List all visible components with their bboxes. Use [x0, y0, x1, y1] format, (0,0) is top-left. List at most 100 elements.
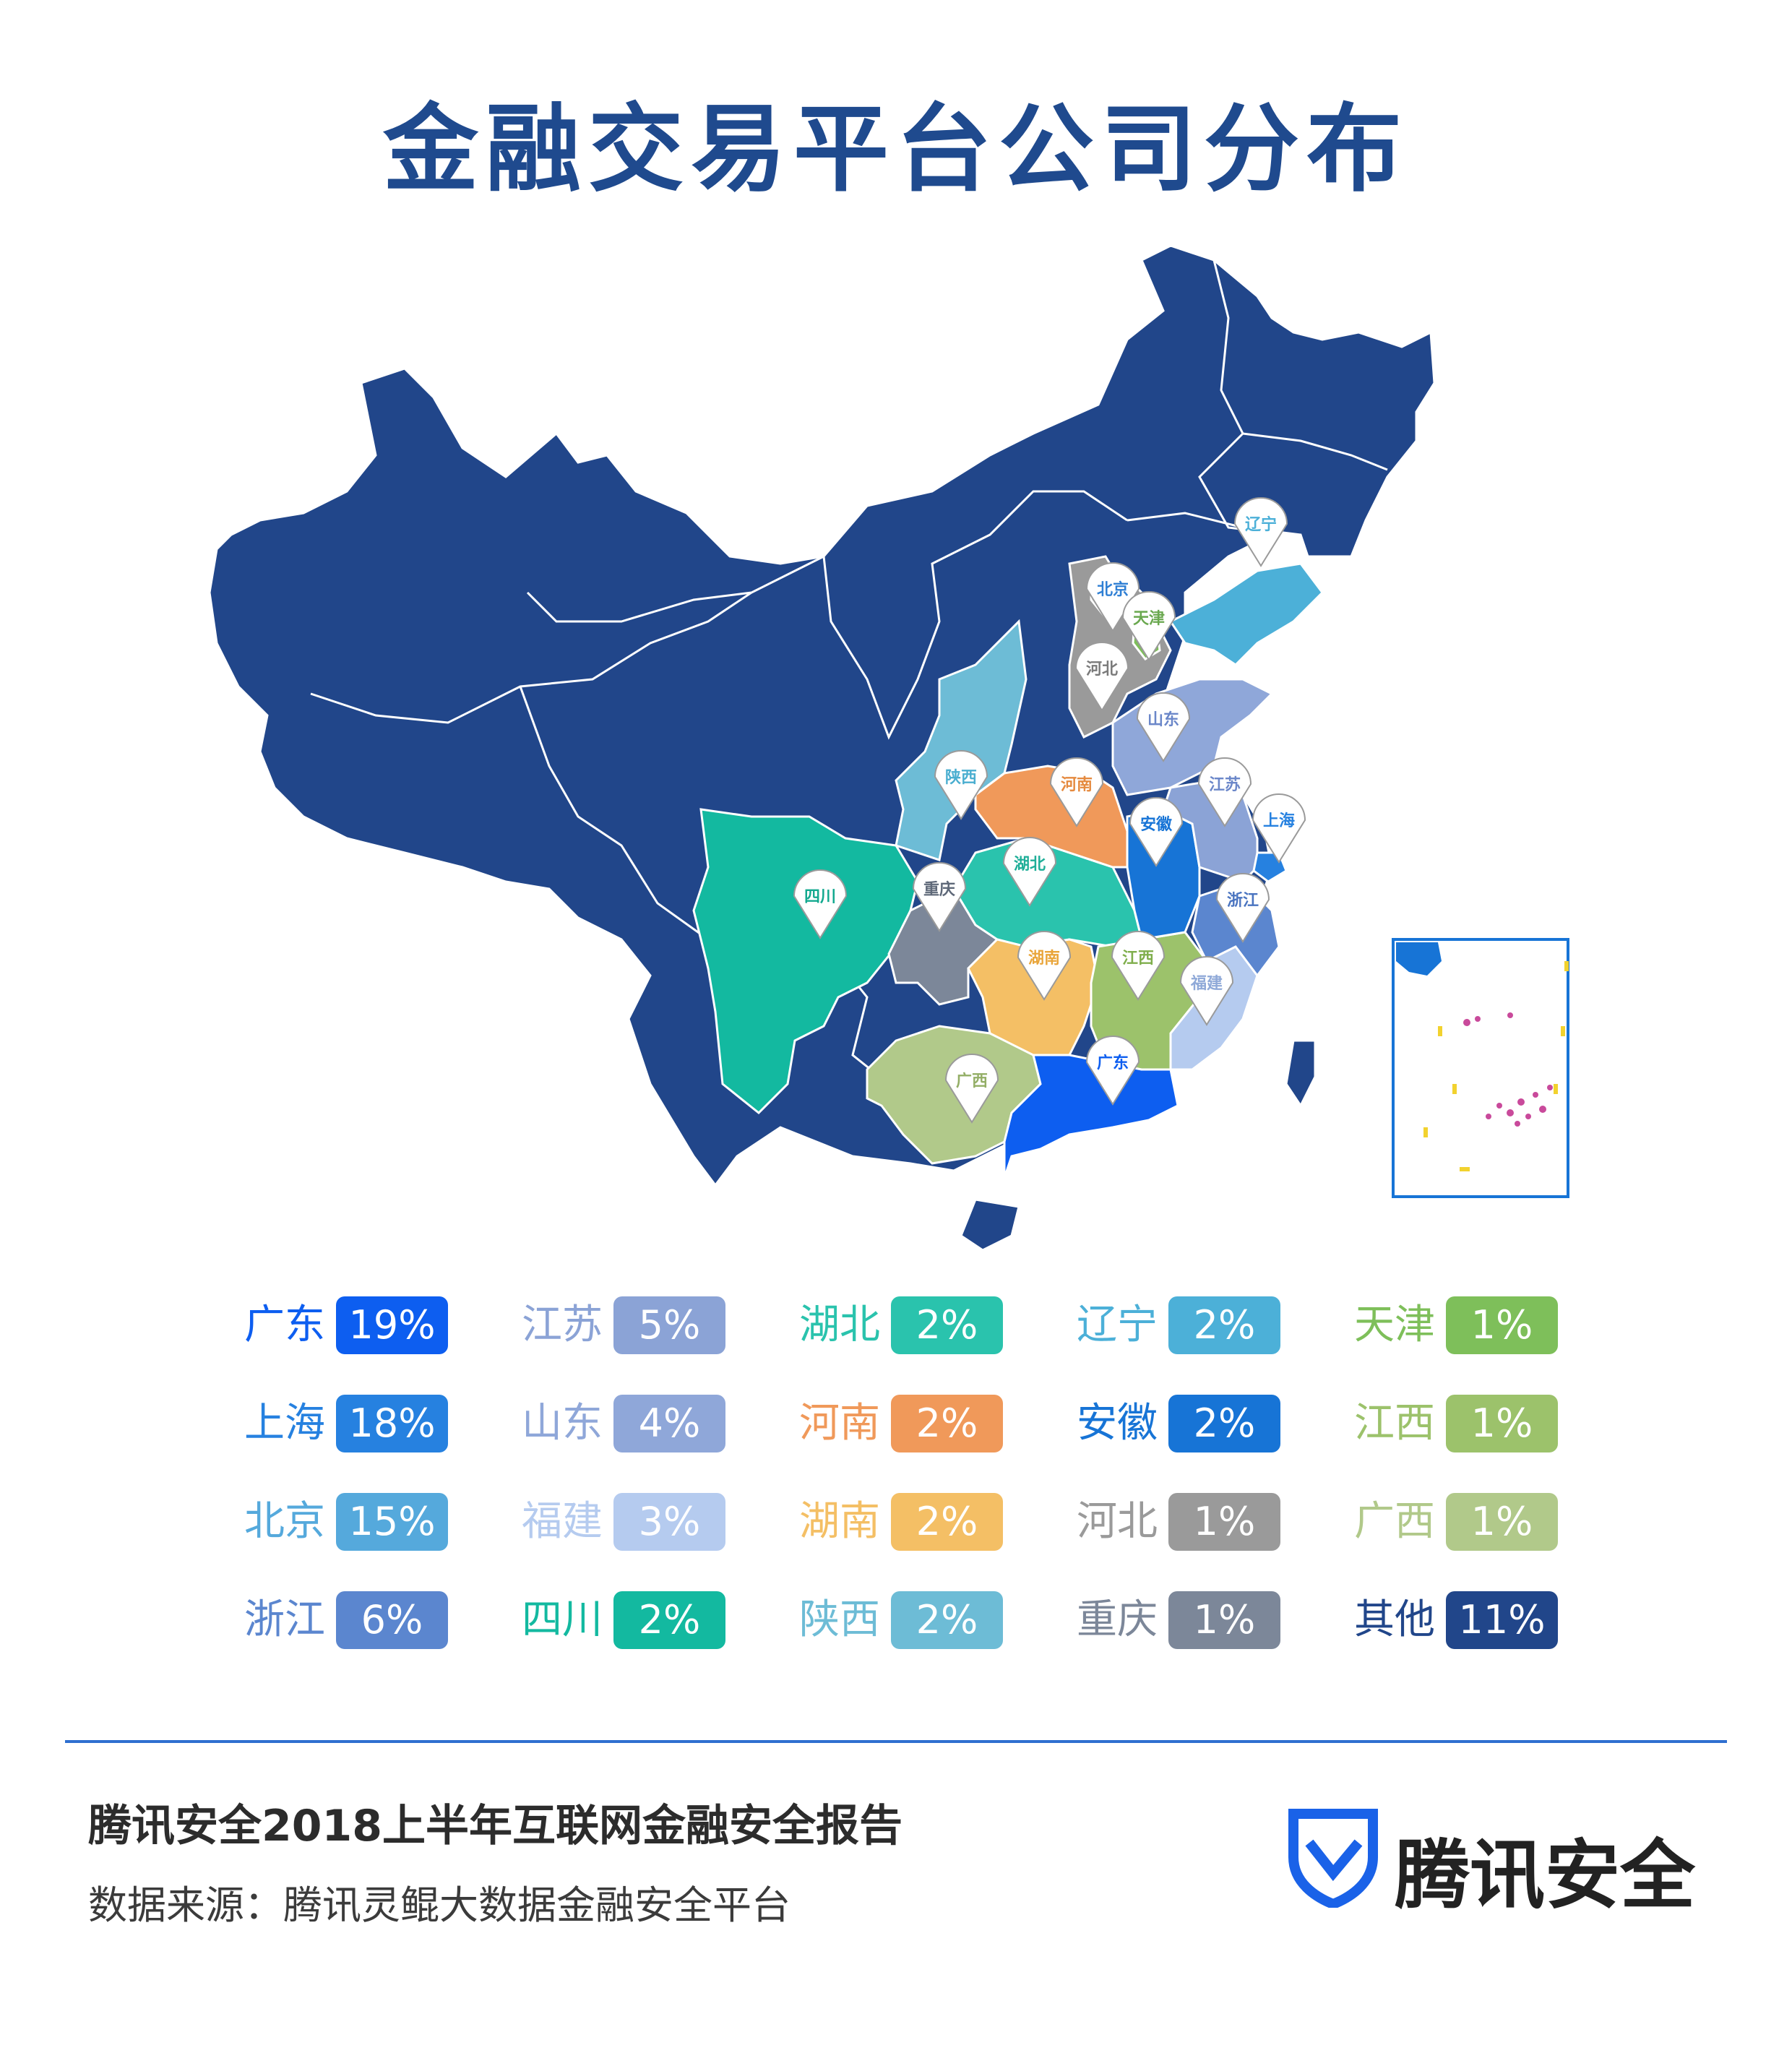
region-liaoning [1168, 562, 1324, 666]
legend-item-name: 湖北 [799, 1301, 880, 1348]
legend-item: 天津 1% [1341, 1294, 1572, 1357]
legend-item-name: 河南 [799, 1400, 880, 1447]
legend-item-percent: 2% [613, 1591, 725, 1649]
inset-boundary-dashes [1423, 961, 1569, 1171]
legend-item-name: 山东 [522, 1400, 603, 1447]
legend-item-name: 福建 [522, 1498, 603, 1545]
data-source: 数据来源：腾讯灵鲲大数据金融安全平台 [88, 1882, 791, 1928]
map-pin: 上海 [1252, 793, 1306, 864]
map-pin: 北京 [1085, 562, 1140, 632]
legend-item-percent: 2% [1168, 1296, 1280, 1354]
legend: 广东 19% 江苏 5% 湖北 2% 辽宁 2% 天津 1% 上海 18% 山东 4% 河南 2% 安徽 2% 江西… [231, 1294, 1590, 1684]
legend-item-percent: 2% [891, 1591, 1003, 1649]
legend-item: 江苏 5% [509, 1294, 740, 1357]
map-pin-label: 江苏 [1209, 775, 1241, 794]
legend-item: 四川 2% [509, 1588, 740, 1652]
legend-item-percent: 15% [336, 1493, 448, 1551]
legend-item-percent: 2% [891, 1395, 1003, 1452]
legend-item-name: 辽宁 [1077, 1301, 1158, 1348]
legend-item-percent: 18% [336, 1395, 448, 1452]
legend-item-name: 其他 [1354, 1596, 1435, 1643]
map-pin: 安徽 [1129, 797, 1184, 867]
legend-item-percent: 11% [1446, 1591, 1558, 1649]
map-pin-label: 浙江 [1227, 892, 1259, 910]
legend-item-name: 上海 [244, 1400, 325, 1447]
map-pin-label: 河南 [1061, 776, 1093, 794]
legend-item: 江西 1% [1341, 1392, 1572, 1455]
legend-item-percent: 5% [613, 1296, 725, 1354]
legend-item: 上海 18% [231, 1392, 462, 1455]
map-pin: 陕西 [934, 750, 988, 820]
legend-item: 其他 11% [1341, 1588, 1572, 1652]
legend-item-name: 陕西 [799, 1596, 880, 1643]
map-pin: 广东 [1085, 1036, 1140, 1106]
region-shaanxi [895, 619, 1028, 861]
legend-item-percent: 1% [1446, 1395, 1558, 1452]
map-pin-label: 陕西 [945, 769, 977, 787]
legend-item: 重庆 1% [1064, 1588, 1295, 1652]
legend-item-name: 天津 [1354, 1301, 1435, 1348]
legend-item: 北京 15% [231, 1490, 462, 1554]
map-pin: 江西 [1111, 931, 1166, 1001]
legend-item: 山东 4% [509, 1392, 740, 1455]
legend-item: 浙江 6% [231, 1588, 462, 1652]
legend-item-percent: 1% [1446, 1493, 1558, 1551]
brand-logo: 腾讯安全 [1286, 1807, 1695, 1919]
legend-item-percent: 1% [1168, 1591, 1280, 1649]
inset-land [1396, 942, 1442, 976]
map-pin: 福建 [1179, 956, 1234, 1026]
legend-item-name: 江苏 [522, 1301, 603, 1348]
legend-item-percent: 19% [336, 1296, 448, 1354]
map-pin: 辽宁 [1233, 497, 1288, 567]
legend-item: 辽宁 2% [1064, 1294, 1295, 1357]
legend-item: 福建 3% [509, 1490, 740, 1554]
map-pin-label: 河北 [1086, 660, 1118, 679]
map-pin-label: 湖北 [1014, 856, 1046, 874]
region-taiwan [1285, 1039, 1317, 1108]
map-pin: 山东 [1136, 692, 1191, 762]
legend-item-name: 浙江 [244, 1596, 325, 1643]
legend-item: 广西 1% [1341, 1490, 1572, 1554]
legend-item-name: 湖南 [799, 1498, 880, 1545]
legend-item-percent: 2% [1168, 1395, 1280, 1452]
south-china-sea-inset [1392, 938, 1569, 1198]
map-pin: 河南 [1049, 757, 1104, 827]
shield-icon [1288, 1809, 1378, 1908]
map-pin-label: 广西 [956, 1072, 988, 1090]
legend-item-name: 广东 [244, 1301, 325, 1348]
legend-item: 河北 1% [1064, 1490, 1295, 1554]
map-pin-label: 安徽 [1140, 815, 1173, 834]
map-pin: 江苏 [1197, 757, 1252, 827]
map-pin: 天津 [1121, 591, 1176, 661]
inset-islands [1463, 1012, 1553, 1127]
legend-item-name: 广西 [1354, 1498, 1435, 1545]
map-pin-label: 上海 [1263, 812, 1295, 830]
legend-item: 安徽 2% [1064, 1392, 1295, 1455]
map-pin: 湖北 [1002, 837, 1057, 907]
map-pin-label: 北京 [1097, 580, 1129, 599]
map-pin-label: 福建 [1190, 975, 1223, 993]
legend-item: 陕西 2% [786, 1588, 1017, 1652]
legend-item-name: 重庆 [1077, 1596, 1158, 1643]
map-pin: 重庆 [912, 862, 967, 932]
map-pin-label: 广东 [1097, 1054, 1129, 1072]
brand-name: 腾讯安全 [1395, 1831, 1696, 1919]
map-pin: 四川 [793, 869, 848, 939]
map-pin-label: 天津 [1133, 609, 1165, 628]
map-pin-label: 四川 [804, 888, 836, 906]
legend-item-percent: 1% [1446, 1296, 1558, 1354]
legend-item-name: 四川 [522, 1596, 603, 1643]
inset-frame [1392, 938, 1569, 1198]
legend-item-name: 北京 [244, 1498, 325, 1545]
legend-item-name: 安徽 [1077, 1400, 1158, 1447]
legend-item: 湖南 2% [786, 1490, 1017, 1554]
map-pin-label: 江西 [1122, 950, 1154, 968]
map-pin-label: 山东 [1147, 710, 1179, 729]
map-pin: 广西 [944, 1054, 999, 1124]
legend-item-percent: 3% [613, 1493, 725, 1551]
legend-item-percent: 4% [613, 1395, 725, 1452]
legend-item-percent: 2% [891, 1493, 1003, 1551]
map-pin: 浙江 [1215, 873, 1270, 943]
